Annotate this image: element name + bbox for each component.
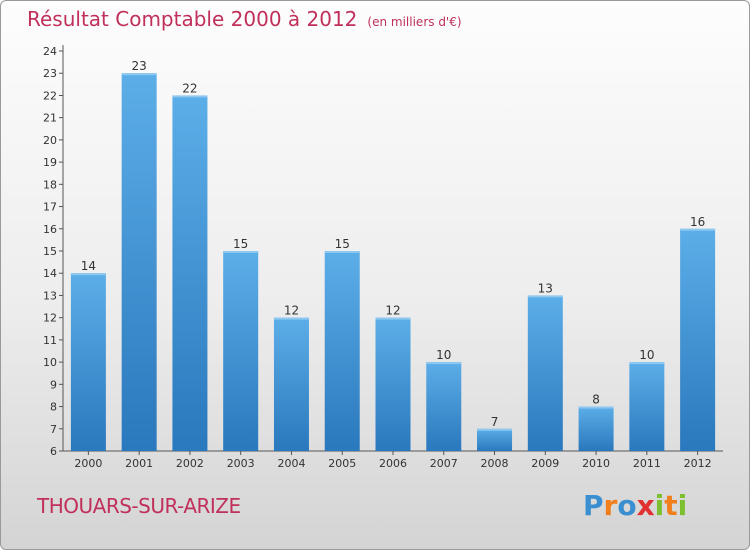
bar-highlight — [629, 362, 665, 365]
bar — [223, 251, 259, 451]
bar-highlight — [527, 295, 563, 298]
y-tick-label: 23 — [43, 67, 57, 80]
x-tick-label: 2006 — [379, 457, 407, 470]
axes: 6 7 8 9 10 11 12 13 14 15 16 17 18 19 20 21 22 23 24 2000 20… — [43, 45, 723, 470]
town-name: THOUARS-SUR-ARIZE — [37, 494, 241, 518]
x-tick-label: 2003 — [227, 457, 255, 470]
y-tick-label: 12 — [43, 312, 57, 325]
bar-highlight — [680, 228, 716, 231]
logo-letter: o — [617, 489, 637, 522]
y-tick-label: 14 — [43, 267, 57, 280]
bar-value-label: 23 — [132, 59, 147, 73]
bar-highlight — [324, 251, 360, 253]
bar-highlight — [223, 251, 259, 253]
bar-value-label: 16 — [690, 215, 705, 229]
bar-value-label: 10 — [436, 348, 451, 362]
bar — [527, 295, 563, 451]
title-text: Résultat Comptable 2000 à 2012 — [27, 7, 358, 31]
bar-highlight — [578, 406, 614, 409]
bar-value-label: 15 — [335, 237, 350, 251]
y-tick-label: 20 — [43, 134, 57, 147]
y-tick-label: 15 — [43, 245, 57, 258]
bar — [477, 428, 513, 451]
bar — [578, 406, 614, 451]
bar-value-label: 7 — [491, 415, 499, 429]
x-tick-label: 2002 — [176, 457, 204, 470]
y-tick-label: 19 — [43, 156, 57, 169]
bar-highlight — [172, 95, 208, 98]
x-tick-label: 2009 — [531, 457, 559, 470]
bar-highlight — [477, 428, 513, 431]
bar — [172, 95, 208, 451]
y-tick-label: 7 — [50, 423, 57, 436]
logo-letter: i — [654, 489, 665, 522]
x-tick-label: 2010 — [582, 457, 610, 470]
x-tick-label: 2012 — [684, 457, 712, 470]
unit-label: (en milliers d'€) — [367, 15, 462, 29]
x-tick-label: 2005 — [328, 457, 356, 470]
bar-value-label: 13 — [538, 281, 553, 295]
y-tick-label: 21 — [43, 112, 57, 125]
proxiti-logo: Proxiti — [583, 489, 687, 522]
x-tick-label: 2007 — [430, 457, 458, 470]
bar — [426, 362, 462, 451]
y-tick-label: 10 — [43, 356, 57, 369]
logo-letter: P — [583, 489, 604, 522]
bar — [121, 73, 157, 451]
bar — [375, 317, 411, 451]
logo-letter: i — [677, 489, 688, 522]
x-tick-label: 2011 — [633, 457, 661, 470]
y-tick-label: 6 — [50, 445, 57, 458]
y-tick-label: 8 — [50, 401, 57, 414]
bar — [273, 317, 309, 451]
y-tick-label: 17 — [43, 201, 57, 214]
bar-value-label: 14 — [81, 259, 96, 273]
x-tick-label: 2008 — [481, 457, 509, 470]
logo-letter: t — [664, 489, 678, 522]
bar — [70, 273, 106, 451]
y-tick-label: 11 — [43, 334, 57, 347]
y-tick-label: 9 — [50, 378, 57, 391]
bar-highlight — [70, 273, 106, 276]
y-tick-label: 13 — [43, 289, 57, 302]
bar-highlight — [273, 317, 309, 320]
y-tick-label: 18 — [43, 178, 57, 191]
bar-value-label: 15 — [233, 237, 248, 251]
y-tick-label: 16 — [43, 223, 57, 236]
bar-value-label: 10 — [639, 348, 654, 362]
bar-value-label: 8 — [592, 393, 600, 407]
bar-highlight — [375, 317, 411, 320]
bar-highlight — [121, 73, 157, 76]
y-tick-label: 24 — [43, 45, 57, 58]
x-tick-label: 2000 — [74, 457, 102, 470]
x-tick-label: 2004 — [277, 457, 305, 470]
bars: 14 23 22 15 12 15 12 10 7 13 8 10 16 — [70, 59, 716, 451]
bar-highlight — [426, 362, 462, 365]
logo-letter: r — [603, 489, 618, 522]
y-tick-label: 22 — [43, 89, 57, 102]
bar-value-label: 22 — [182, 81, 197, 95]
bar-value-label: 12 — [284, 304, 299, 318]
x-tick-label: 2001 — [125, 457, 153, 470]
bar — [324, 251, 360, 451]
bar — [680, 228, 716, 451]
bar-value-label: 12 — [385, 304, 400, 318]
logo-letter: x — [636, 489, 655, 522]
chart-title: Résultat Comptable 2000 à 2012 (en millie… — [27, 7, 462, 31]
bar — [629, 362, 665, 451]
